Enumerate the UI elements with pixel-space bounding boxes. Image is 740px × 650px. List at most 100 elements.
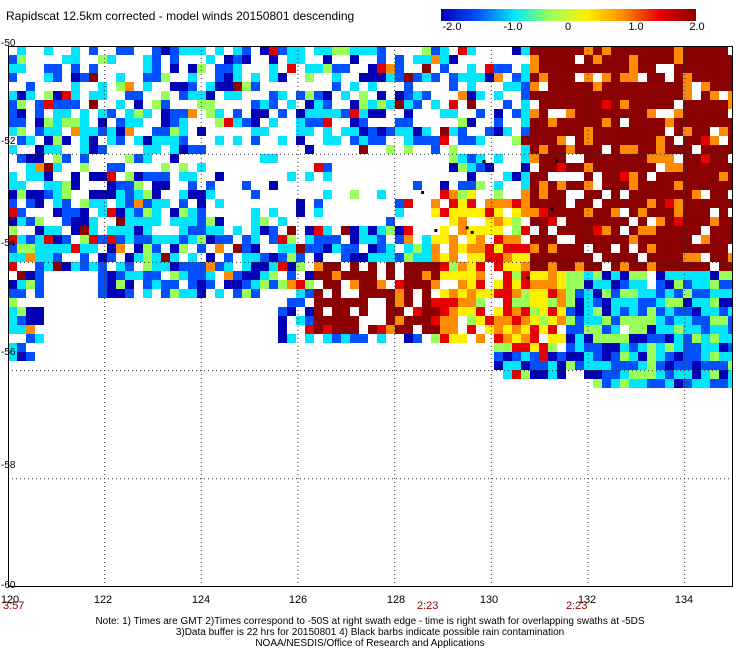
swath-cell <box>539 208 548 217</box>
swath-cell <box>467 307 476 316</box>
swath-cell <box>665 55 674 64</box>
swath-cell <box>278 109 287 118</box>
swath-cell <box>647 100 656 109</box>
swath-cell <box>629 370 638 379</box>
swath-cell <box>17 118 26 127</box>
swath-cell <box>170 253 179 262</box>
swath-cell <box>152 199 161 208</box>
swath-cell <box>341 109 350 118</box>
swath-cell <box>674 298 683 307</box>
swath-cell <box>188 253 197 262</box>
swath-cell <box>458 118 467 127</box>
swath-cell <box>728 163 733 172</box>
swath-cell <box>575 145 584 154</box>
swath-cell <box>8 343 17 352</box>
swath-cell <box>8 208 17 217</box>
swath-cell <box>206 280 215 289</box>
swath-cell <box>521 64 530 73</box>
swath-cell <box>467 199 476 208</box>
swath-cell <box>548 46 557 55</box>
swath-cell <box>566 64 575 73</box>
swath-cell <box>656 172 665 181</box>
swath-cell <box>638 82 647 91</box>
swath-cell <box>80 73 89 82</box>
swath-cell <box>224 271 233 280</box>
swath-cell <box>539 55 548 64</box>
swath-cell <box>530 316 539 325</box>
swath-cell <box>341 91 350 100</box>
swath-cell <box>80 235 89 244</box>
swath-cell <box>647 46 656 55</box>
swath-cell <box>35 100 44 109</box>
rain-flag <box>465 226 469 230</box>
swath-cell <box>575 307 584 316</box>
swath-cell <box>710 208 719 217</box>
swath-cell <box>710 154 719 163</box>
swath-cell <box>566 280 575 289</box>
swath-cell <box>710 64 719 73</box>
swath-cell <box>719 379 728 388</box>
swath-cell <box>125 172 134 181</box>
swath-cell <box>287 253 296 262</box>
swath-cell <box>179 235 188 244</box>
swath-cell <box>233 289 242 298</box>
swath-cell <box>53 145 62 154</box>
swath-cell <box>323 64 332 73</box>
swath-cell <box>719 298 728 307</box>
swath-cell <box>494 199 503 208</box>
swath-cell <box>332 136 341 145</box>
swath-cell <box>53 181 62 190</box>
swath-cell <box>251 190 260 199</box>
swath-cell <box>692 199 701 208</box>
swath-cell <box>17 217 26 226</box>
swath-cell <box>26 154 35 163</box>
swath-cell <box>188 280 197 289</box>
swath-cell <box>197 64 206 73</box>
swath-cell <box>692 172 701 181</box>
swath-cell <box>548 100 557 109</box>
swath-cell <box>161 109 170 118</box>
swath-cell <box>170 244 179 253</box>
swath-cell <box>521 361 530 370</box>
swath-cell <box>503 199 512 208</box>
swath-cell <box>557 118 566 127</box>
swath-cell <box>674 55 683 64</box>
swath-cell <box>440 289 449 298</box>
swath-cell <box>530 244 539 253</box>
swath-cell <box>728 298 733 307</box>
swath-cell <box>701 316 710 325</box>
swath-cell <box>620 46 629 55</box>
swath-cell <box>701 172 710 181</box>
swath-cell <box>71 181 80 190</box>
swath-cell <box>8 73 17 82</box>
swath-cell <box>395 298 404 307</box>
swath-cell <box>584 163 593 172</box>
swath-cell <box>134 226 143 235</box>
swath-cell <box>485 325 494 334</box>
swath-cell <box>413 253 422 262</box>
swath-cell <box>395 316 404 325</box>
swath-cell <box>404 253 413 262</box>
swath-cell <box>215 262 224 271</box>
swath-cell <box>116 118 125 127</box>
swath-cell <box>665 325 674 334</box>
swath-cell <box>710 280 719 289</box>
rain-flag <box>470 230 474 234</box>
swath-cell <box>719 334 728 343</box>
swath-cell <box>467 235 476 244</box>
swath-cell <box>395 100 404 109</box>
swath-cell <box>26 91 35 100</box>
swath-cell <box>692 82 701 91</box>
swath-cell <box>701 190 710 199</box>
swath-cell <box>467 82 476 91</box>
swath-cell <box>287 307 296 316</box>
swath-cell <box>548 181 557 190</box>
swath-cell <box>125 235 134 244</box>
swath-cell <box>125 118 134 127</box>
footnote-line: NOAA/NESDIS/Office of Research and Appli… <box>255 638 485 649</box>
swath-cell <box>89 217 98 226</box>
swath-cell <box>260 127 269 136</box>
swath-cell <box>179 46 188 55</box>
swath-cell <box>422 316 431 325</box>
swath-cell <box>710 82 719 91</box>
